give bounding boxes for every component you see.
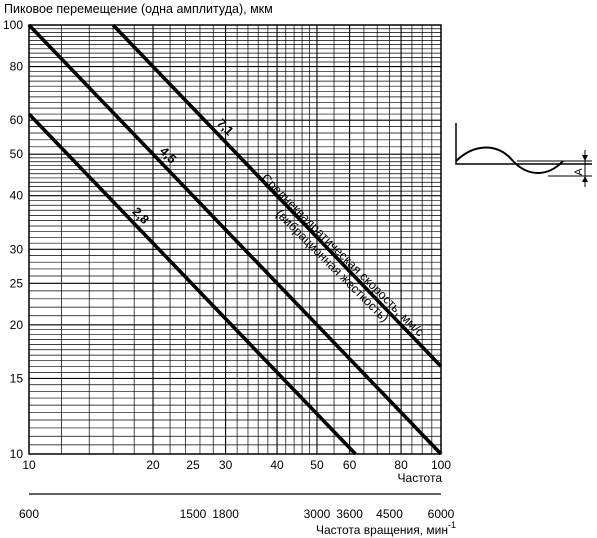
y-tick-label: 100 [3,18,23,32]
x-tick-label: 50 [310,458,324,472]
x-tick-label: 20 [146,458,160,472]
y-tick-label: 80 [10,60,24,74]
plot-frame [28,24,442,455]
y-tick-label: 40 [10,189,24,203]
amplitude-arrow-top [582,155,588,161]
inset-frame [455,123,592,165]
y-tick-label: 20 [10,318,24,332]
y-axis-ticks: 10 15 20 25 30 40 50 60 80 100 [3,18,23,461]
rpm-tick-label: 1500 [180,507,207,521]
x-tick-label: 100 [431,458,451,472]
sine-wave [455,146,564,174]
rpm-tick-label: 600 [19,507,39,521]
x-tick-label: 60 [343,458,357,472]
y-tick-label: 60 [10,113,24,127]
x-axis-label: Частота [398,471,443,485]
rpm-axis-ticks: 600 1500 1800 3000 3600 4500 6000 [19,507,455,521]
y-tick-label: 25 [10,276,24,290]
y-tick-label: 30 [10,242,24,256]
x-tick-label: 80 [394,458,408,472]
rpm-tick-label: 6000 [428,507,455,521]
amplitude-label: A [573,168,585,176]
x-tick-label: 25 [186,458,200,472]
y-tick-label: 50 [10,147,24,161]
x-tick-label: 30 [219,458,233,472]
y-tick-label: 10 [10,447,24,461]
series-line-1 [27,112,357,456]
x-tick-label: 10 [22,458,36,472]
series: 2,84,57,1 [27,23,443,456]
rpm-tick-label: 3000 [304,507,331,521]
displacement-inset: A [455,123,592,187]
y-tick-label: 15 [10,371,24,385]
amplitude-arrow-bottom [582,176,588,182]
series-line-3 [111,23,443,368]
y-axis-label: Пиковое перемещение (одна амплитуда), мк… [4,2,273,16]
rpm-tick-label: 4500 [376,507,403,521]
x-axis-ticks: 10 20 25 30 40 50 60 80 100 [22,458,451,472]
x-tick-label: 40 [270,458,284,472]
rpm-tick-label: 1800 [212,507,239,521]
rpm-tick-label: 3600 [336,507,363,521]
series-line-2 [27,23,443,456]
rpm-axis-label: Частота вращения, мин-1 [316,520,456,537]
